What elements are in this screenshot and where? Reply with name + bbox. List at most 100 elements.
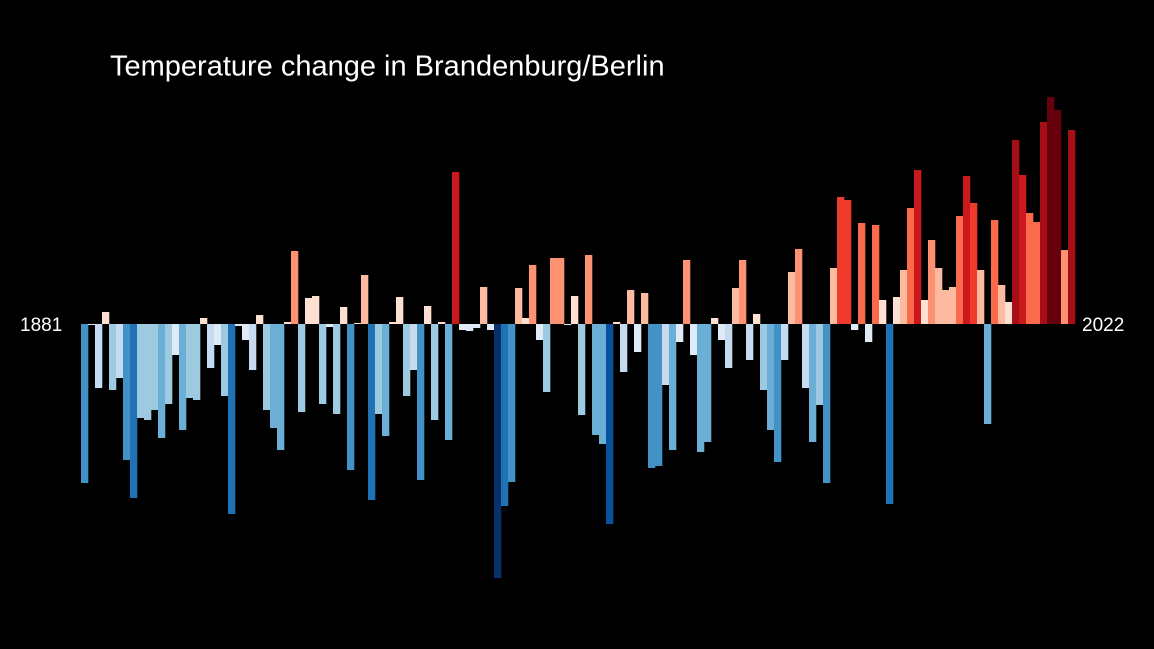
bar — [452, 172, 460, 324]
bar — [858, 223, 866, 324]
bar — [830, 268, 838, 324]
bar — [732, 288, 740, 324]
bar — [277, 324, 285, 450]
bar — [662, 324, 670, 385]
bar — [298, 324, 306, 412]
bar — [389, 322, 397, 324]
bar — [564, 324, 572, 325]
bar — [753, 314, 761, 324]
bar — [956, 216, 964, 324]
bar — [949, 287, 957, 324]
bar — [613, 322, 621, 324]
bar — [123, 324, 131, 460]
bar — [844, 200, 852, 324]
bar — [354, 323, 362, 324]
bar — [200, 318, 208, 324]
bar — [522, 318, 530, 324]
bar — [368, 324, 376, 500]
bar — [501, 324, 509, 506]
bar — [963, 176, 971, 324]
bar — [634, 324, 642, 352]
bar — [172, 324, 180, 355]
bar — [340, 307, 348, 324]
bar — [158, 324, 166, 438]
bar — [970, 203, 978, 324]
bar — [683, 260, 691, 324]
bar — [739, 260, 747, 324]
bar — [697, 324, 705, 452]
bar — [767, 324, 775, 430]
bar — [823, 324, 831, 483]
bar — [592, 324, 600, 435]
bar — [774, 324, 782, 462]
bar — [655, 324, 663, 466]
bar — [781, 324, 789, 360]
bar — [326, 324, 334, 327]
bar — [88, 324, 96, 325]
start-year-label: 1881 — [20, 315, 62, 336]
bar — [725, 324, 733, 368]
bar — [543, 324, 551, 392]
bar — [487, 324, 495, 330]
bar — [312, 296, 320, 324]
bar — [438, 322, 446, 324]
bar — [1033, 222, 1041, 324]
bar — [998, 285, 1006, 324]
bar — [319, 324, 327, 404]
bar — [305, 298, 313, 324]
bar — [550, 258, 558, 324]
bar — [95, 324, 103, 388]
bar — [585, 255, 593, 324]
bar — [1047, 97, 1055, 324]
bar — [508, 324, 516, 482]
bar — [102, 312, 110, 324]
bar — [529, 265, 537, 324]
bar — [872, 225, 880, 324]
bar — [935, 268, 943, 324]
bar — [270, 324, 278, 428]
bar — [445, 324, 453, 440]
bar — [347, 324, 355, 470]
bar — [557, 258, 565, 324]
bar — [536, 324, 544, 340]
bar — [851, 324, 859, 330]
bar — [690, 324, 698, 355]
bar — [641, 293, 649, 324]
bar — [914, 170, 922, 324]
bar — [473, 324, 481, 328]
bar — [991, 220, 999, 324]
bar — [907, 208, 915, 324]
bar — [396, 297, 404, 324]
bar — [424, 306, 432, 324]
bar — [704, 324, 712, 442]
bar — [410, 324, 418, 370]
bar — [235, 324, 243, 326]
bar — [942, 290, 950, 324]
bar — [81, 324, 89, 483]
bar — [1054, 110, 1062, 324]
bar — [375, 324, 383, 414]
bar — [795, 249, 803, 324]
bar — [242, 324, 250, 340]
bar — [130, 324, 138, 498]
bar — [263, 324, 271, 410]
bar — [221, 324, 229, 396]
bar — [494, 324, 502, 578]
bar — [1061, 250, 1069, 324]
bar — [788, 272, 796, 324]
bar — [627, 290, 635, 324]
bar — [361, 275, 369, 324]
bar — [1019, 175, 1027, 324]
bar — [900, 270, 908, 324]
bar — [606, 324, 614, 524]
bar — [809, 324, 817, 442]
bar — [466, 324, 474, 331]
bar — [669, 324, 677, 450]
bar — [676, 324, 684, 342]
bar — [207, 324, 215, 368]
bar — [165, 324, 173, 404]
bar — [1026, 213, 1034, 324]
bar — [116, 324, 124, 378]
bar — [921, 300, 929, 324]
